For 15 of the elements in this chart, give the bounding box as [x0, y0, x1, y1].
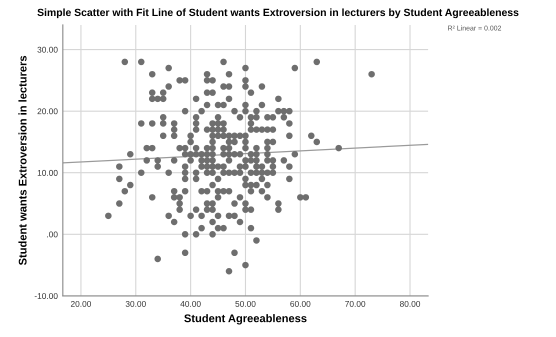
y-tick-label: -10.00 [34, 293, 58, 299]
chart-title: Simple Scatter with Fit Line of Student wants Extroversion in lecturers by Student Agreeableness [37, 8, 518, 18]
x-tick-label: 80.00 [400, 300, 420, 307]
x-tick-label: 30.00 [126, 300, 146, 307]
y-axis-title: Student wants Extroversion in lecturers [18, 56, 27, 266]
x-tick-label: 60.00 [290, 300, 310, 307]
y-tick-label: .00 [47, 232, 58, 238]
x-tick-label: 50.00 [235, 300, 256, 307]
y-tick-label: 30.00 [37, 46, 58, 53]
x-tick-label: 70.00 [345, 300, 366, 307]
x-tick-label: 40.00 [180, 300, 201, 307]
x-tick-label: 20.00 [70, 300, 92, 307]
y-tick-label: 10.00 [38, 170, 58, 176]
y-tick-label: 20.00 [38, 108, 58, 114]
x-axis-title: Student Agreeableness [184, 314, 307, 324]
